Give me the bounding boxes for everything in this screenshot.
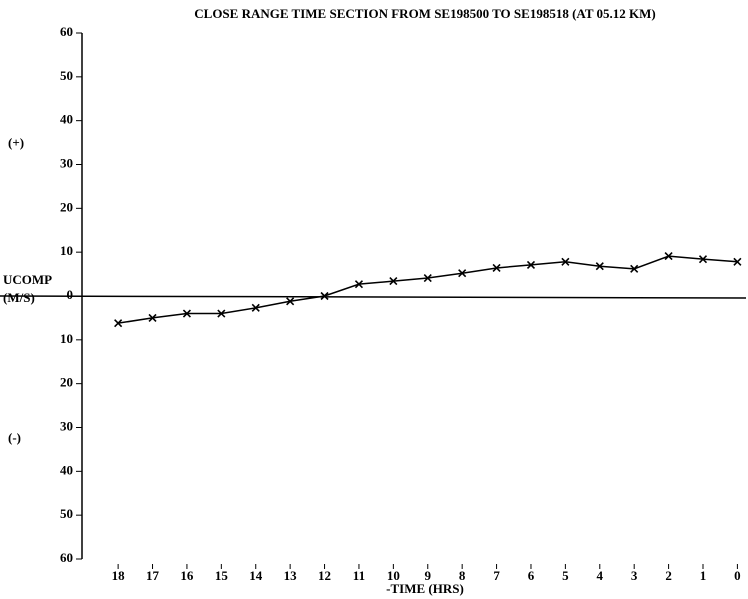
- data-marker: [458, 269, 467, 278]
- data-marker: [698, 255, 708, 264]
- x-tick-label: 15: [215, 568, 229, 583]
- x-tick-label: 4: [597, 568, 604, 583]
- x-tick-label: 6: [528, 568, 535, 583]
- y-tick-label: 20: [60, 375, 73, 390]
- x-tick-label: 11: [353, 568, 365, 583]
- x-tick-label: 2: [665, 568, 672, 583]
- data-marker: [526, 260, 536, 269]
- y-tick-label: 0: [67, 287, 74, 302]
- y-tick-label: 50: [60, 506, 73, 521]
- data-marker: [217, 309, 226, 318]
- data-marker: [148, 313, 157, 322]
- data-marker: [664, 252, 673, 261]
- data-marker: [561, 257, 570, 266]
- y-tick-label: 30: [60, 155, 73, 170]
- x-tick-label: 5: [562, 568, 569, 583]
- data-marker: [114, 319, 123, 328]
- y-axis-label: UCOMP: [3, 272, 52, 287]
- data-marker: [251, 303, 260, 312]
- x-tick-label: 3: [631, 568, 638, 583]
- y-tick-label: 60: [60, 550, 73, 565]
- x-tick-label: 0: [734, 568, 741, 583]
- x-tick-label: 1: [700, 568, 707, 583]
- data-marker: [389, 277, 398, 286]
- y-tick-label: 50: [60, 68, 73, 83]
- data-marker: [595, 262, 604, 271]
- x-axis-label: -TIME (HRS): [386, 581, 464, 596]
- zero-line: [0, 295, 747, 299]
- data-marker: [423, 273, 432, 283]
- x-tick-label: 12: [318, 568, 331, 583]
- data-line: [118, 255, 738, 324]
- y-axis-label: (M/S): [3, 290, 35, 305]
- x-tick-label: 17: [146, 568, 160, 583]
- y-tick-label: 10: [60, 331, 73, 346]
- annotation: (+): [8, 135, 24, 150]
- y-tick-label: 40: [60, 112, 73, 127]
- chart-title: CLOSE RANGE TIME SECTION FROM SE198500 T…: [194, 6, 655, 21]
- data-marker: [354, 280, 364, 289]
- x-tick-label: 13: [284, 568, 298, 583]
- y-tick-label: 30: [60, 418, 73, 433]
- x-tick-label: 8: [459, 568, 466, 583]
- annotation: (-): [8, 430, 21, 445]
- y-tick-label: 60: [60, 24, 73, 39]
- x-tick-label: 10: [387, 568, 400, 583]
- x-tick-label: 7: [493, 568, 500, 583]
- y-tick-label: 20: [60, 199, 73, 214]
- x-tick-label: 18: [112, 568, 126, 583]
- x-tick-label: 14: [249, 568, 263, 583]
- data-marker: [182, 309, 191, 318]
- x-tick-label: 9: [425, 568, 432, 583]
- y-tick-label: 40: [60, 462, 73, 477]
- y-tick-label: 10: [60, 243, 73, 258]
- data-marker: [630, 264, 639, 273]
- data-marker: [733, 257, 742, 266]
- data-marker: [492, 263, 501, 273]
- data-marker: [286, 297, 295, 306]
- data-marker: [320, 291, 329, 301]
- x-tick-label: 16: [180, 568, 194, 583]
